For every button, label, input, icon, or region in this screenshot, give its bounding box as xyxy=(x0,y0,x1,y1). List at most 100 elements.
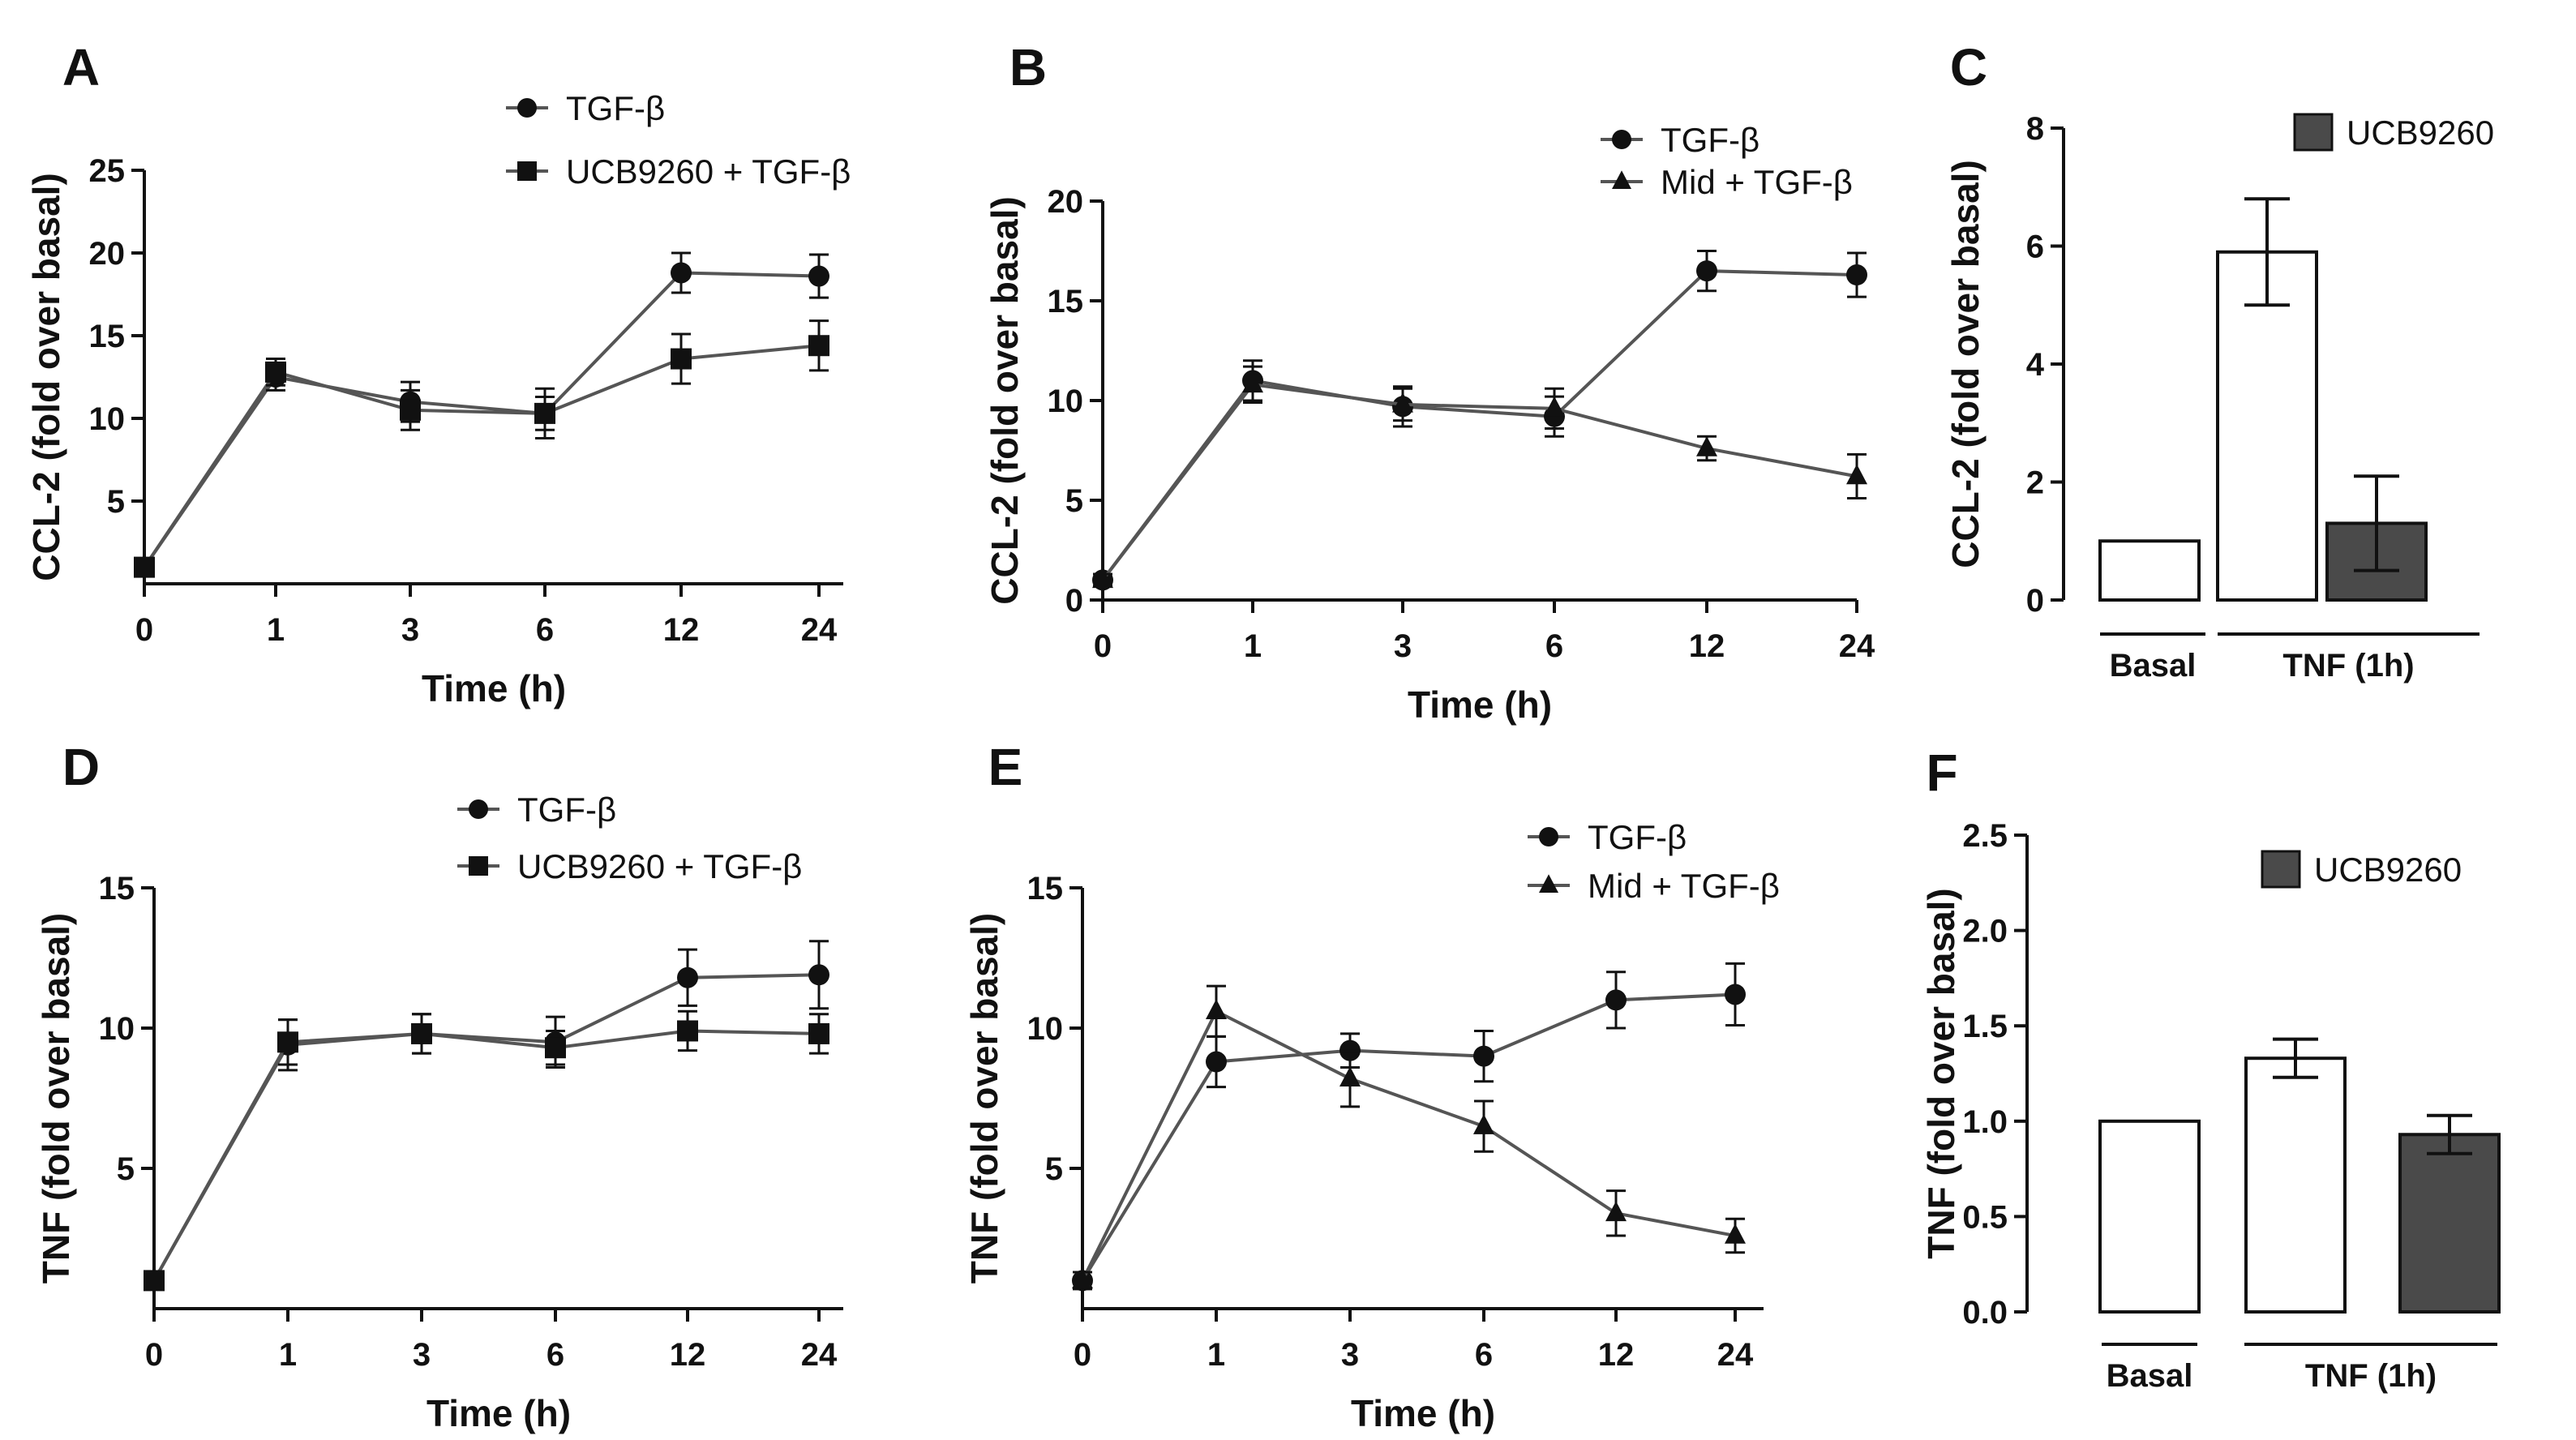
x-tick-label: 0 xyxy=(1074,1337,1091,1373)
x-tick-label: 3 xyxy=(1341,1337,1359,1373)
legend-label: TGF-β xyxy=(566,89,665,127)
x-tick-label: 6 xyxy=(546,1337,564,1373)
group-label: TNF (1h) xyxy=(2305,1358,2437,1394)
legend-label: UCB9260 xyxy=(2314,851,2462,889)
legend-label: TGF-β xyxy=(517,791,616,829)
data-point xyxy=(1846,464,1867,485)
group-label: Basal xyxy=(2107,1358,2193,1394)
panel-letter: B xyxy=(1009,38,1047,96)
legend-label: TGF-β xyxy=(1588,818,1687,856)
x-tick-label: 12 xyxy=(1689,628,1725,664)
panel-letter: A xyxy=(62,38,100,96)
data-point xyxy=(1696,260,1717,282)
data-point xyxy=(808,964,829,986)
x-tick-label: 0 xyxy=(1094,628,1112,664)
panel-d: D 5 10 15 0 1 3 6 12 24 Time (h) TNF (fold over bas… xyxy=(35,738,843,1434)
y-tick-label: 8 xyxy=(2026,111,2044,147)
x-tick-label: 1 xyxy=(1244,628,1262,664)
y-tick-label: 10 xyxy=(1027,1011,1064,1047)
y-tick-label: 15 xyxy=(99,871,135,906)
y-axis-title: TNF (fold over basal) xyxy=(1920,888,1962,1258)
y-tick-label: 25 xyxy=(89,153,126,189)
series-line-1 xyxy=(152,973,820,1282)
y-tick-label: 0 xyxy=(1065,583,1083,619)
x-axis-title: Time (h) xyxy=(426,1392,571,1434)
y-tick-label: 10 xyxy=(99,1011,135,1047)
bar xyxy=(2398,1133,2501,1314)
y-tick-label: 5 xyxy=(107,484,125,520)
data-point xyxy=(1605,989,1627,1011)
legend-swatch xyxy=(2261,850,2301,889)
legend-marker xyxy=(1612,130,1631,149)
data-point xyxy=(1206,1051,1227,1073)
data-point xyxy=(134,556,155,578)
data-point xyxy=(1072,1268,1093,1289)
x-tick-label: 0 xyxy=(135,612,153,648)
data-point xyxy=(1392,392,1413,413)
x-tick-label: 3 xyxy=(1394,628,1412,664)
data-point xyxy=(1339,1066,1361,1087)
panel-letter: C xyxy=(1950,38,1987,96)
data-point xyxy=(1473,1114,1494,1134)
data-point xyxy=(1605,1201,1627,1222)
y-tick-label: 20 xyxy=(89,236,126,272)
bar xyxy=(2098,539,2201,602)
x-tick-label: 1 xyxy=(279,1337,297,1373)
y-tick-label: 10 xyxy=(1048,384,1084,419)
data-point xyxy=(1544,396,1565,417)
data-point xyxy=(1725,984,1746,1005)
legend-label: TGF-β xyxy=(1661,121,1759,159)
y-tick-label: 15 xyxy=(1027,871,1064,906)
y-axis-title: CCL-2 (fold over basal) xyxy=(984,196,1026,605)
data-point xyxy=(265,361,286,383)
data-point xyxy=(671,262,692,284)
x-axis-title: Time (h) xyxy=(1351,1392,1495,1434)
y-tick-label: 4 xyxy=(2026,347,2045,383)
x-axis-title: Time (h) xyxy=(422,667,566,709)
group-label: Basal xyxy=(2110,648,2197,684)
data-point xyxy=(1725,1224,1746,1244)
data-point xyxy=(1473,1045,1494,1067)
data-point xyxy=(1092,568,1113,589)
x-tick-label: 24 xyxy=(1839,628,1875,664)
group-label: TNF (1h) xyxy=(2282,648,2414,684)
x-tick-label: 12 xyxy=(663,612,700,648)
panel-letter: D xyxy=(62,738,100,796)
y-tick-label: 2.5 xyxy=(1962,818,2008,854)
panel-a: A 5 10 15 20 25 0 1 3 6 12 24 Time (h) CCL-2 (fold ov… xyxy=(25,38,851,709)
y-tick-label: 1.0 xyxy=(1962,1104,2008,1140)
data-point xyxy=(144,1270,165,1292)
panel-e: E 5 10 15 0 1 3 6 12 24 Time (h) TNF (fold over bas… xyxy=(963,738,1780,1434)
legend-marker xyxy=(1539,827,1558,846)
y-tick-label: 0 xyxy=(2026,583,2044,619)
y-axis-title: TNF (fold over basal) xyxy=(963,913,1005,1284)
x-tick-label: 24 xyxy=(801,1337,838,1373)
y-tick-label: 0.0 xyxy=(1962,1295,2008,1331)
x-tick-label: 12 xyxy=(1598,1337,1635,1373)
bar xyxy=(2098,1119,2201,1314)
legend-label: Mid + TGF-β xyxy=(1661,163,1853,201)
legend-label: UCB9260 xyxy=(2347,114,2494,152)
data-point xyxy=(808,265,829,287)
legend-label: UCB9260 + TGF-β xyxy=(517,847,802,885)
legend-marker xyxy=(517,98,537,118)
data-point xyxy=(1206,999,1227,1019)
y-tick-label: 10 xyxy=(89,401,126,437)
legend-label: Mid + TGF-β xyxy=(1588,867,1780,905)
data-point xyxy=(1696,436,1717,456)
y-tick-label: 5 xyxy=(1065,483,1083,519)
y-tick-label: 1.5 xyxy=(1962,1009,2008,1044)
x-tick-label: 6 xyxy=(1475,1337,1493,1373)
y-tick-label: 15 xyxy=(1048,284,1084,319)
legend-marker xyxy=(1612,170,1631,189)
data-point xyxy=(1846,264,1867,286)
y-tick-label: 6 xyxy=(2026,229,2044,265)
legend-marker xyxy=(469,799,488,819)
series-line-2 xyxy=(1101,383,1858,581)
series-line-1 xyxy=(1081,992,1736,1282)
series-line-2 xyxy=(143,344,820,568)
x-tick-label: 0 xyxy=(145,1337,163,1373)
y-tick-label: 5 xyxy=(1045,1151,1063,1187)
x-tick-label: 1 xyxy=(267,612,285,648)
